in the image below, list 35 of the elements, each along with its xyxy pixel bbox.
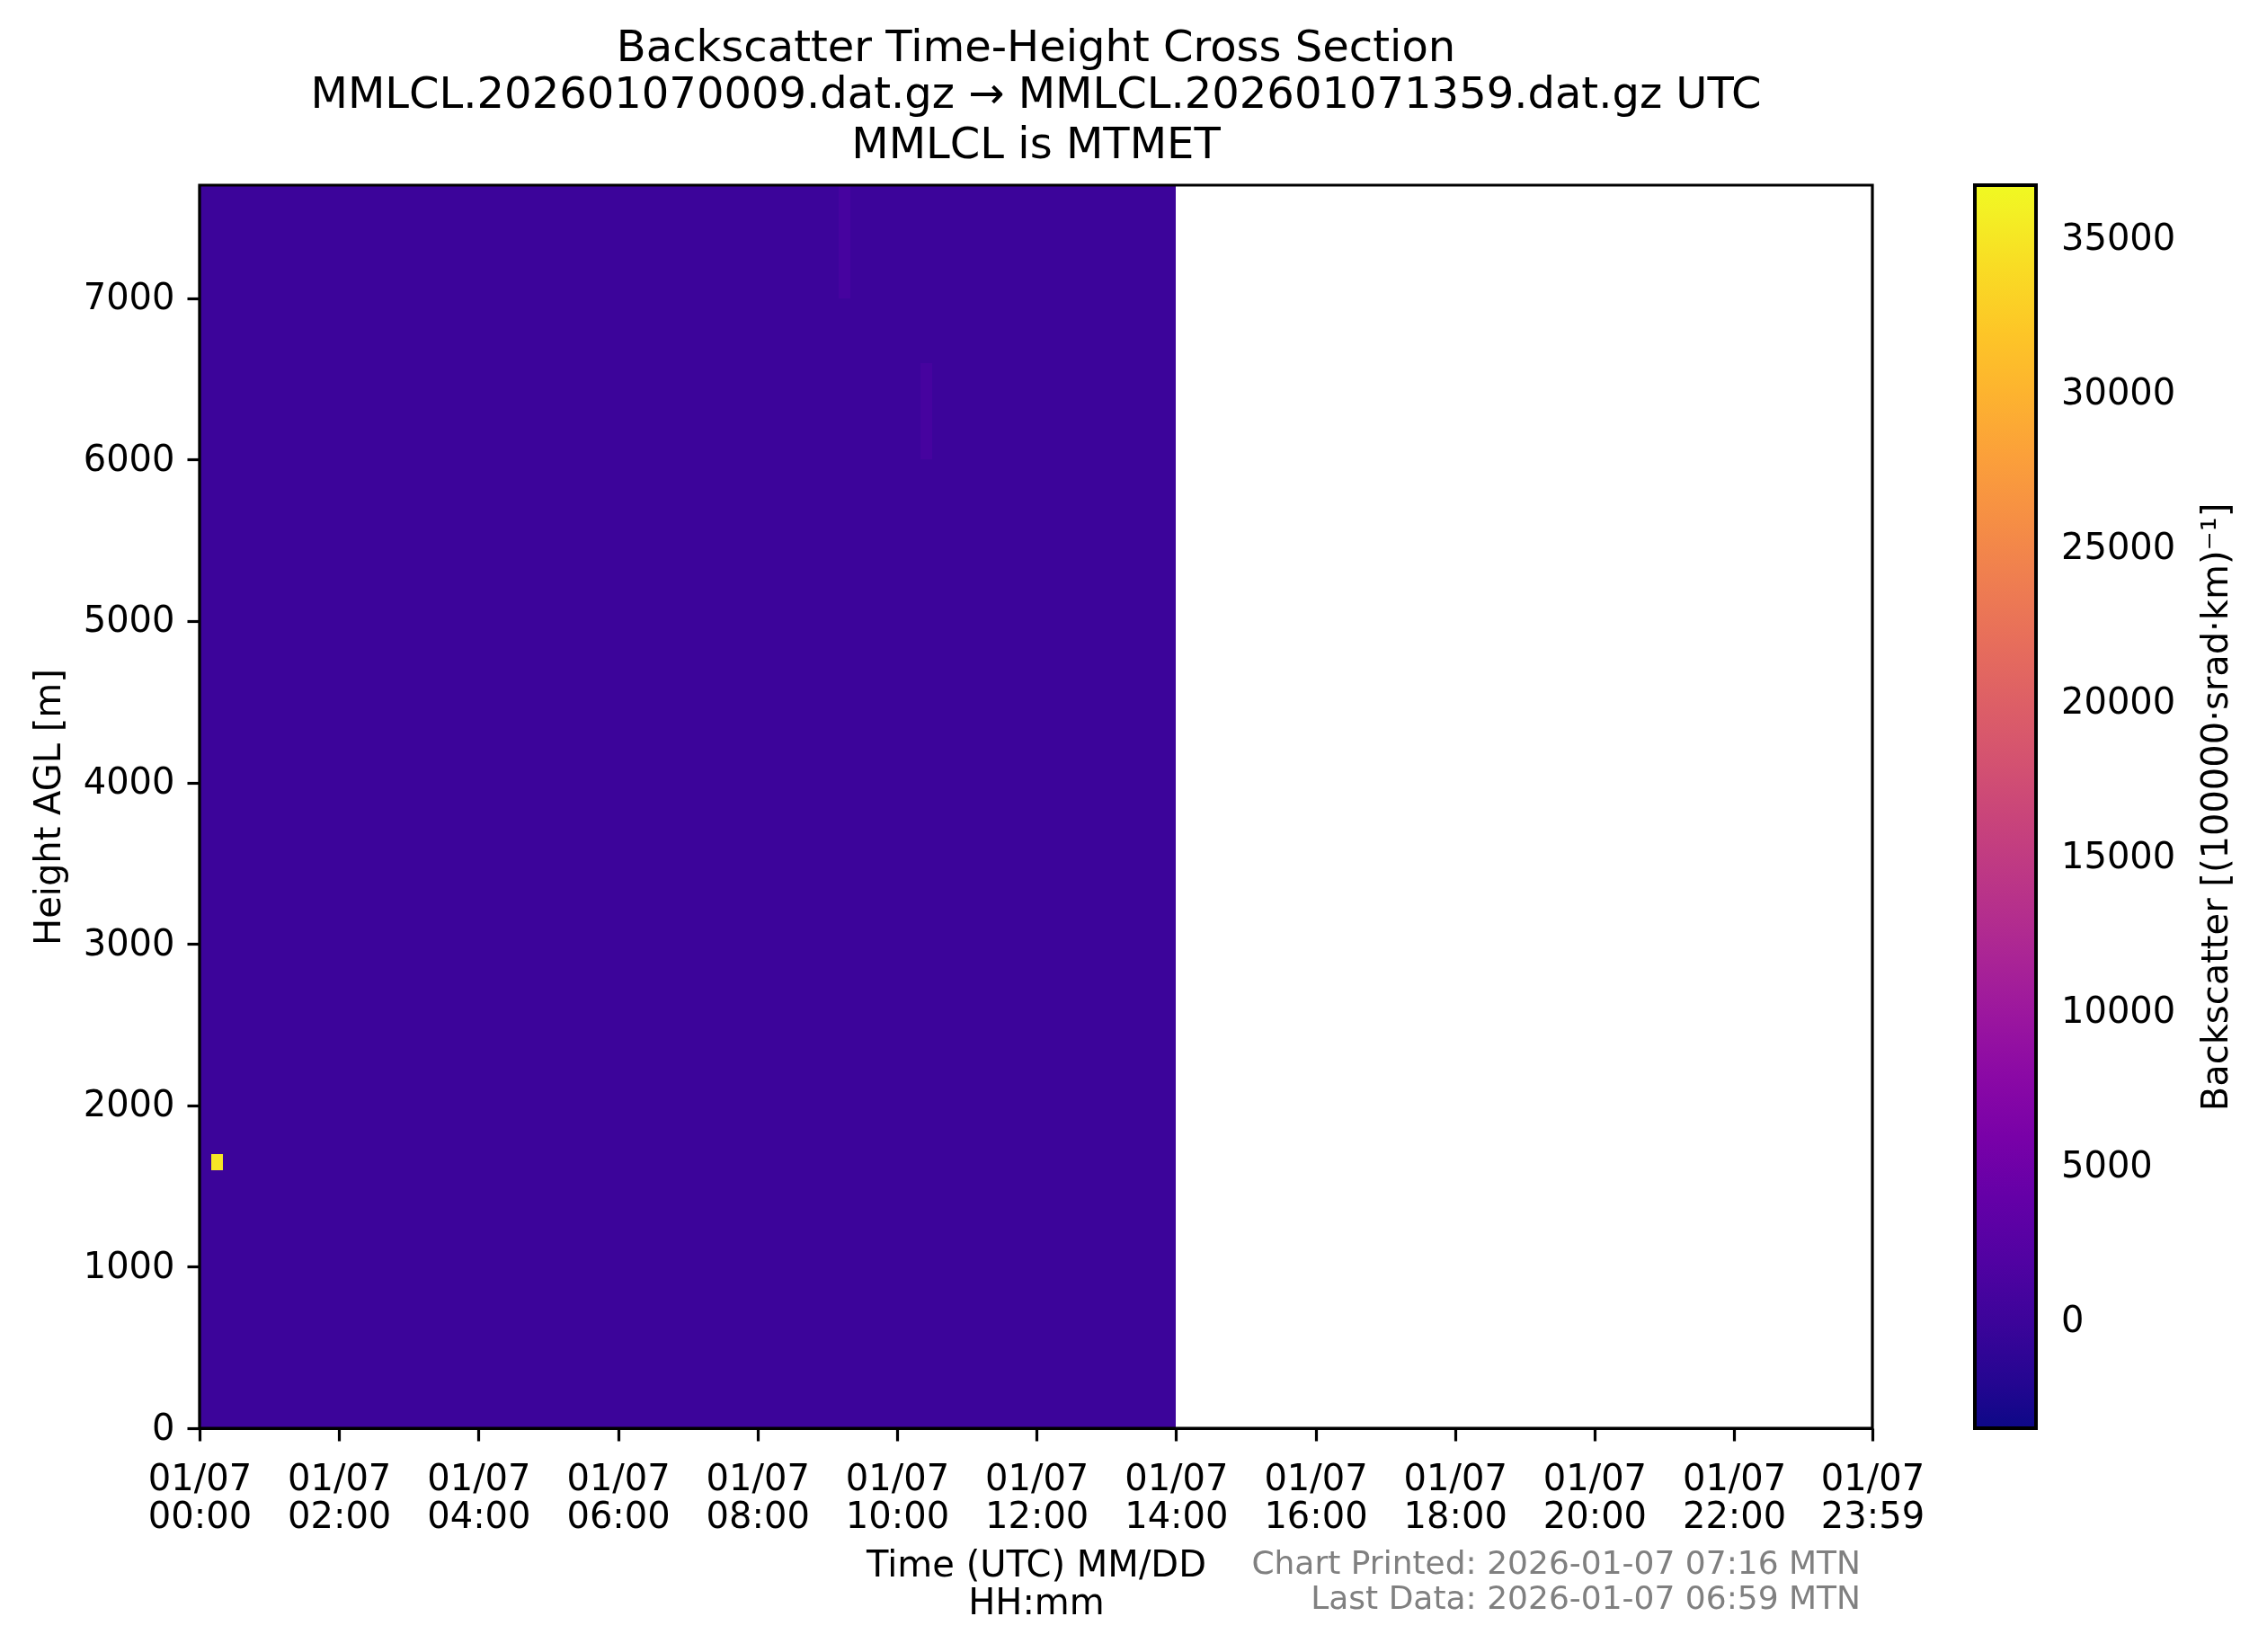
x-tick-label: 01/07 00:00 <box>147 1456 253 1536</box>
chart-title: Backscatter Time-Height Cross Section <box>616 21 1456 71</box>
x-tick-label: 01/07 22:00 <box>1682 1456 1787 1536</box>
y-tick-label: 4000 <box>83 760 175 803</box>
text: Last Data: 2026-01-07 06:59 MTN <box>1311 1579 1861 1616</box>
y-axis-title: Height AGL [m] <box>26 669 68 946</box>
color-bar-label: 30000 <box>2061 371 2176 413</box>
color-bar-title: Backscatter [(100000·srad·km)⁻¹] <box>2194 502 2236 1112</box>
x-tick-label: 01/07 08:00 <box>706 1456 810 1536</box>
x-tick-label: 01/07 20:00 <box>1542 1456 1648 1536</box>
color-bar-label: 5000 <box>2061 1144 2153 1186</box>
y-tick-label: 5000 <box>83 599 175 641</box>
x-tick-label: 01/07 14:00 <box>1125 1456 1229 1536</box>
x-tick-label: 01/07 10:00 <box>845 1456 950 1536</box>
color-bar-label: 35000 <box>2061 217 2176 259</box>
y-tick-label: 1000 <box>83 1244 175 1286</box>
color-bar-label: 15000 <box>2061 835 2176 877</box>
x-axis-title: Time (UTC) MM/DD HH:mm <box>866 1542 1206 1622</box>
y-tick-label: 3000 <box>83 921 175 964</box>
color-bar-label: 0 <box>2061 1299 2085 1341</box>
color-bar-label: 20000 <box>2061 680 2176 723</box>
y-tick-label: 6000 <box>83 437 175 479</box>
color-bar-label: 10000 <box>2061 990 2176 1032</box>
text: Chart Printed: 2026-01-07 07:16 MTN <box>1251 1544 1861 1581</box>
y-tick-label: 0 <box>152 1406 175 1448</box>
x-tick-label: 01/07 16:00 <box>1264 1456 1368 1536</box>
x-tick-label: 01/07 18:00 <box>1403 1456 1507 1536</box>
y-tick-label: 2000 <box>83 1083 175 1125</box>
color-bar-label: 25000 <box>2061 526 2176 568</box>
y-tick-label: 7000 <box>83 276 175 318</box>
x-tick-label: 01/07 02:00 <box>288 1456 392 1536</box>
x-tick-label: 01/07 12:00 <box>985 1456 1089 1536</box>
x-tick-label: 01/07 04:00 <box>427 1456 531 1536</box>
x-tick-label: 01/07 23:59 <box>1820 1456 1925 1536</box>
x-tick-label: 01/07 06:00 <box>566 1456 671 1536</box>
